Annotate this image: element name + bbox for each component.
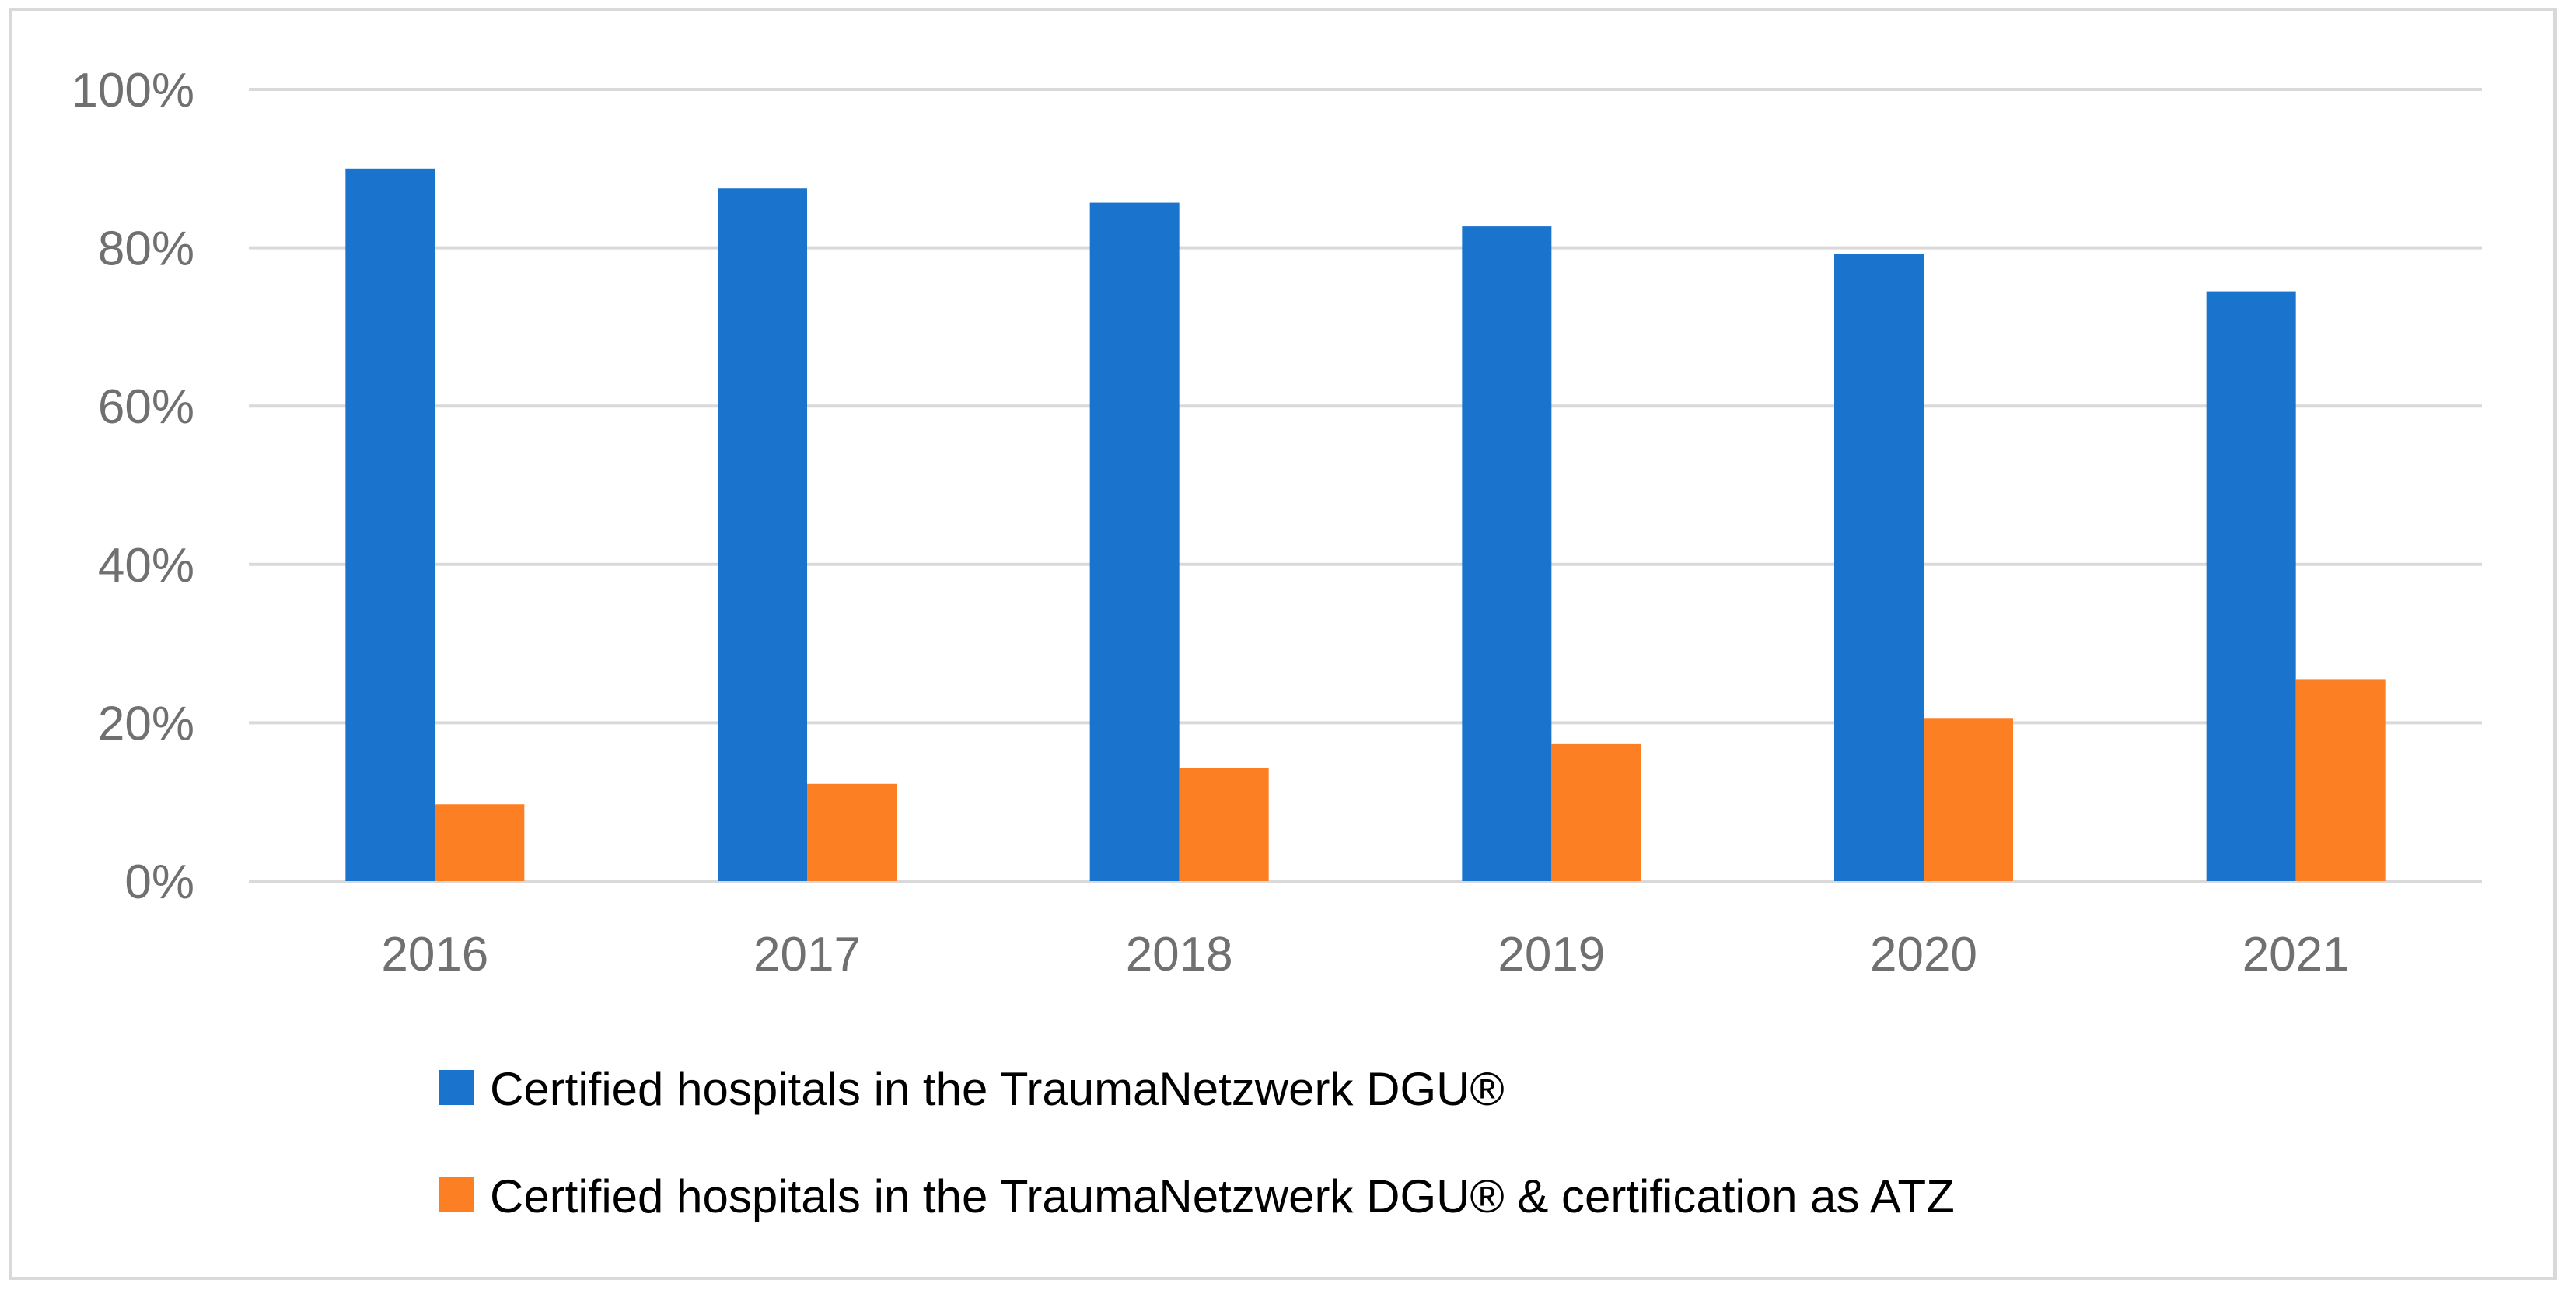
x-tick-label: 2017 [753,928,861,981]
y-axis-ticks: 0% 20% 40% 60% 80% 100% [71,64,194,909]
bars [345,168,2386,882]
legend: Certified hospitals in the TraumaNetzwer… [439,1063,1955,1222]
bar-certified-2017 [718,188,807,881]
bar-certified-2019 [1462,226,1552,881]
bar-certified-atz-2021 [2295,679,2386,881]
x-tick-label: 2018 [1126,928,1233,981]
y-tick-label: 0% [124,855,194,909]
bar-certified-atz-2019 [1551,743,1641,881]
x-tick-label: 2021 [2242,928,2350,981]
bar-certified-2018 [1089,202,1180,882]
legend-label: Certified hospitals in the TraumaNetzwer… [490,1063,1505,1115]
bar-certified-atz-2017 [807,783,897,881]
x-tick-label: 2016 [381,928,488,981]
bar-certified-2016 [345,168,435,882]
x-tick-label: 2020 [1870,928,1977,981]
x-tick-label: 2019 [1498,928,1605,981]
y-tick-label: 60% [98,380,194,434]
y-tick-label: 20% [98,697,194,750]
bar-certified-2021 [2206,291,2296,882]
y-tick-label: 40% [98,539,194,593]
bar-certified-2020 [1834,254,1924,881]
x-axis-ticks: 2016 2017 2018 2019 2020 2021 [381,928,2349,981]
y-tick-label: 80% [98,222,194,276]
bar-certified-atz-2016 [435,804,525,881]
y-tick-label: 100% [71,64,194,117]
legend-label: Certified hospitals in the TraumaNetzwer… [490,1170,1955,1222]
gridlines [249,88,2482,883]
legend-swatch [439,1070,474,1105]
bar-certified-atz-2018 [1179,768,1269,881]
bar-certified-atz-2020 [1924,718,2013,881]
legend-swatch [439,1177,474,1212]
